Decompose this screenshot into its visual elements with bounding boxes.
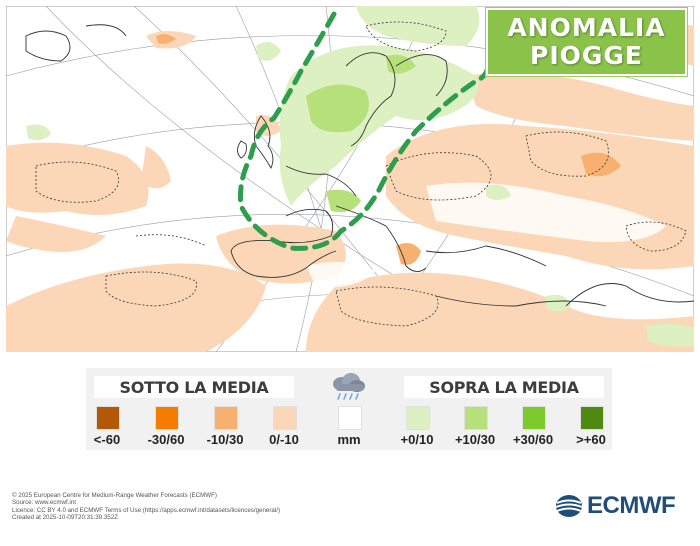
ecmwf-logo-text: ECMWF — [587, 492, 676, 519]
ecmwf-globe-icon — [555, 495, 583, 517]
legend-label-above-1: +0/10 — [400, 432, 434, 447]
ecmwf-logo: ECMWF — [555, 492, 676, 520]
rain-cloud-icon — [333, 373, 365, 400]
legend: SOTTO LA MEDIA SOPRA LA MEDIA <-60 -30/6… — [86, 368, 612, 450]
legend-swatch-neutral — [338, 406, 362, 430]
legend-heading-above: SOPRA LA MEDIA — [404, 376, 604, 398]
legend-heading-below: SOTTO LA MEDIA — [94, 376, 294, 398]
legend-label-above-2: +10/30 — [454, 432, 496, 447]
above-average-stronger — [306, 54, 416, 213]
legend-swatch-below-1 — [96, 406, 120, 430]
legend-label-neutral: mm — [337, 432, 361, 447]
credit-line: Licence: CC BY 4.0 and ECMWF Terms of Us… — [12, 506, 281, 514]
legend-label-below-3: -10/30 — [206, 432, 244, 447]
legend-label-above-4: >+60 — [576, 432, 606, 447]
map-title-box: ANOMALIA PIOGGE — [486, 8, 687, 76]
legend-label-below-1: <-60 — [93, 432, 121, 447]
title-line-2: PIOGGE — [530, 41, 643, 70]
title-line-1: ANOMALIA — [507, 13, 666, 42]
legend-label-below-4: 0/-10 — [269, 432, 299, 447]
legend-swatch-above-3 — [522, 406, 546, 430]
credit-line: © 2025 European Centre for Medium-Range … — [12, 492, 217, 499]
dotted-contours — [35, 21, 687, 327]
land-neutral — [306, 182, 666, 287]
highlight-dashed-outline — [238, 11, 491, 251]
legend-label-below-2: -30/60 — [147, 432, 185, 447]
legend-swatch-below-3 — [214, 406, 238, 430]
legend-swatch-above-1 — [406, 406, 430, 430]
legend-label-above-3: +30/60 — [512, 432, 554, 447]
legend-swatch-below-4 — [273, 406, 297, 430]
legend-swatch-above-2 — [464, 406, 488, 430]
above-average-areas — [26, 6, 694, 347]
credit-line: Created at 2025-10-09T20:31:39.352Z — [12, 514, 118, 522]
credit-line: Source: www.ecmwf.int — [12, 499, 76, 507]
below-average-stronger — [156, 34, 621, 265]
coastlines — [25, 24, 694, 307]
below-average-areas — [6, 21, 694, 352]
legend-swatch-below-2 — [155, 406, 179, 430]
credits-block: © 2025 European Centre for Medium-Range … — [12, 492, 280, 522]
legend-swatch-above-4 — [580, 406, 604, 430]
